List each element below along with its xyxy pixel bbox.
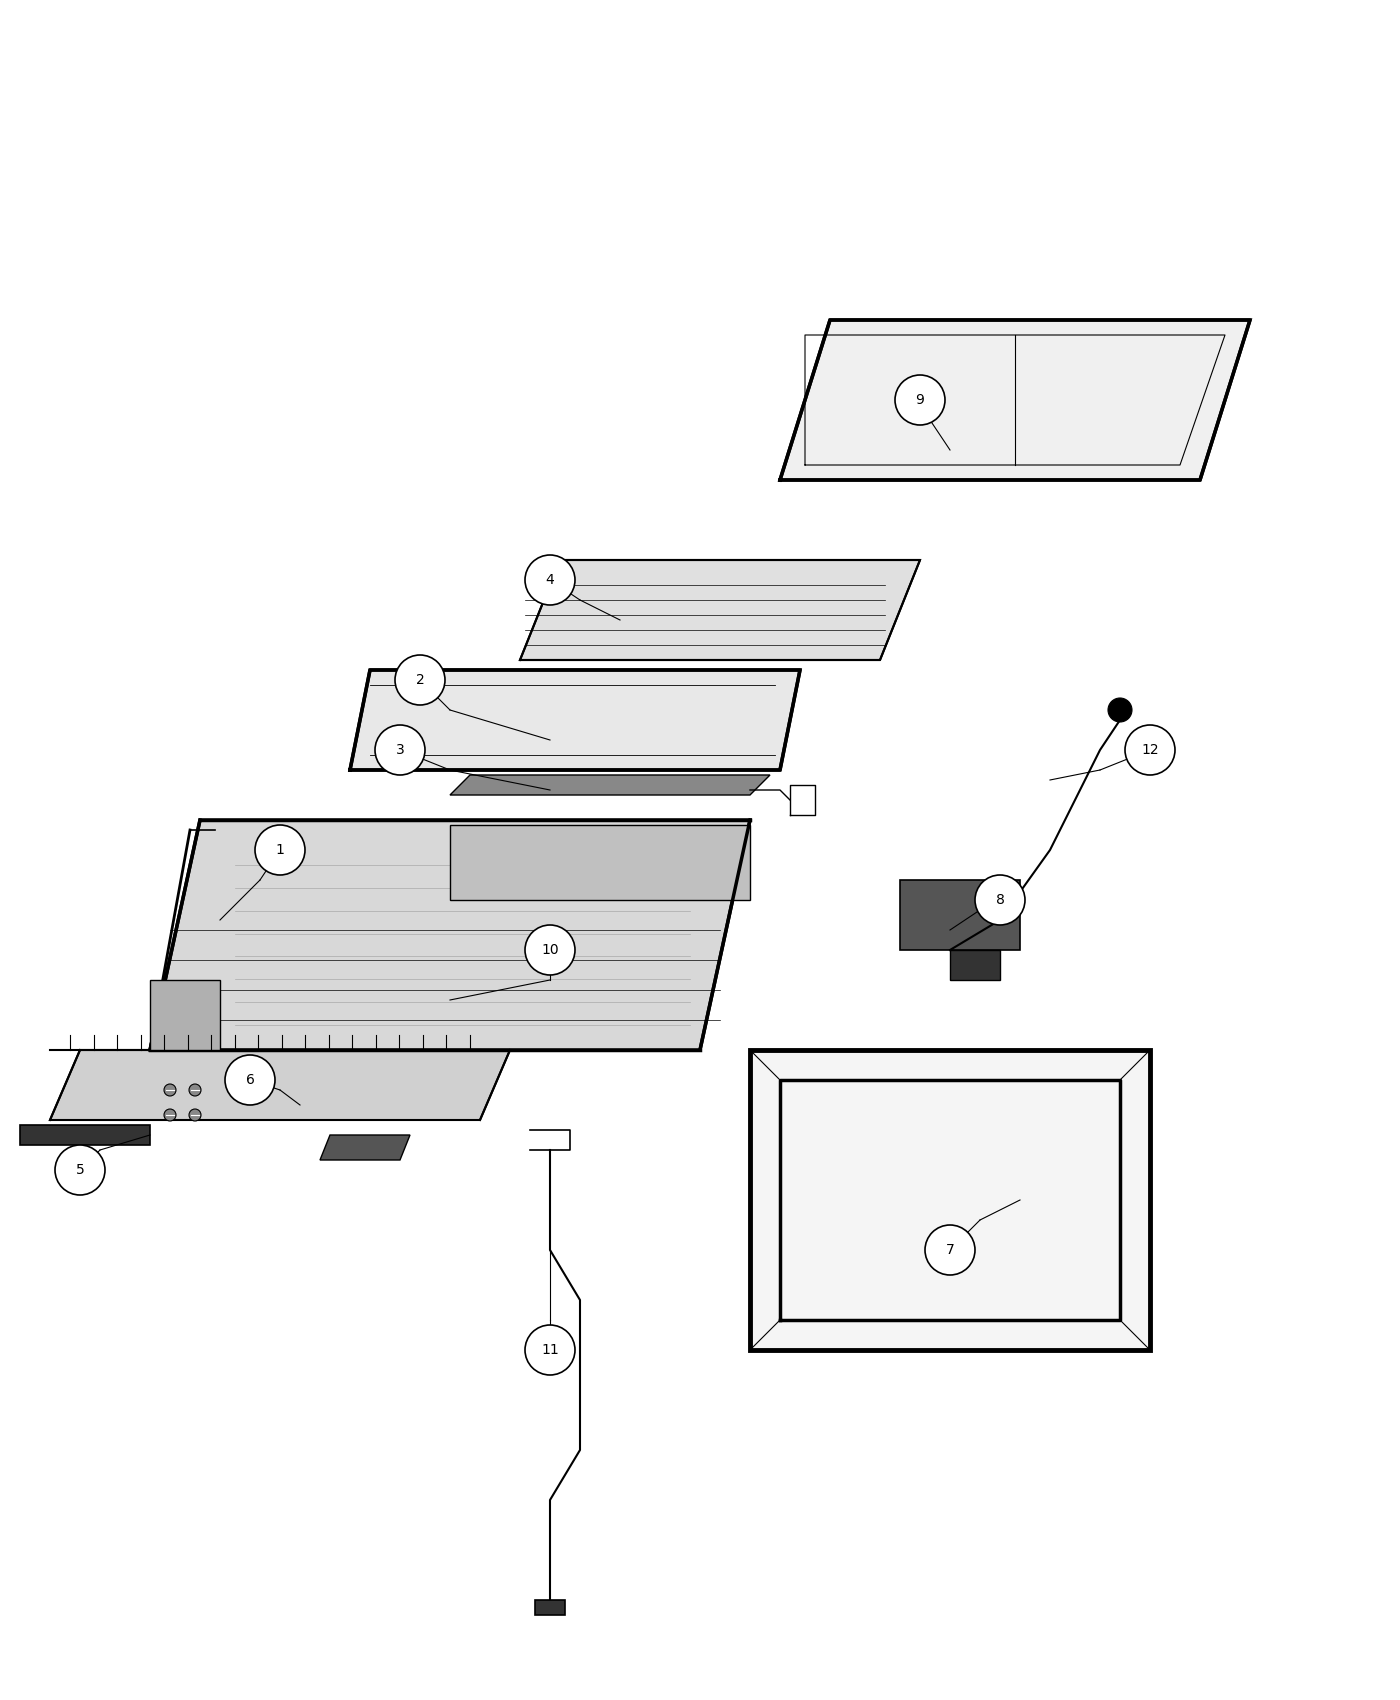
Text: 3: 3 bbox=[396, 743, 405, 756]
Circle shape bbox=[189, 1108, 202, 1120]
Polygon shape bbox=[50, 1051, 510, 1120]
Polygon shape bbox=[535, 1600, 566, 1615]
Circle shape bbox=[375, 724, 426, 775]
Text: 12: 12 bbox=[1141, 743, 1159, 756]
Text: 1: 1 bbox=[276, 843, 284, 857]
Polygon shape bbox=[150, 819, 750, 1051]
Bar bbox=[951, 950, 1000, 979]
Circle shape bbox=[925, 1226, 974, 1275]
Polygon shape bbox=[519, 559, 920, 660]
Polygon shape bbox=[449, 824, 750, 899]
Polygon shape bbox=[20, 1125, 150, 1146]
Polygon shape bbox=[900, 881, 1021, 950]
Text: 4: 4 bbox=[546, 573, 554, 586]
Circle shape bbox=[974, 876, 1025, 925]
Text: 2: 2 bbox=[416, 673, 424, 687]
Circle shape bbox=[525, 554, 575, 605]
Text: 10: 10 bbox=[542, 944, 559, 957]
Polygon shape bbox=[449, 775, 770, 796]
Polygon shape bbox=[321, 1136, 410, 1159]
Text: 7: 7 bbox=[945, 1243, 955, 1256]
Text: 5: 5 bbox=[76, 1163, 84, 1176]
Text: 8: 8 bbox=[995, 892, 1004, 908]
Circle shape bbox=[164, 1085, 176, 1096]
Text: 9: 9 bbox=[916, 393, 924, 406]
Circle shape bbox=[895, 376, 945, 425]
Polygon shape bbox=[350, 670, 799, 770]
Circle shape bbox=[1126, 724, 1175, 775]
Circle shape bbox=[189, 1085, 202, 1096]
Circle shape bbox=[395, 654, 445, 706]
Circle shape bbox=[525, 1324, 575, 1375]
Circle shape bbox=[164, 1108, 176, 1120]
Text: 6: 6 bbox=[245, 1073, 255, 1086]
Polygon shape bbox=[150, 979, 220, 1051]
Circle shape bbox=[525, 925, 575, 976]
Polygon shape bbox=[750, 1051, 1149, 1350]
Circle shape bbox=[55, 1146, 105, 1195]
Circle shape bbox=[1107, 699, 1133, 722]
Polygon shape bbox=[780, 320, 1250, 479]
Circle shape bbox=[255, 824, 305, 876]
Circle shape bbox=[225, 1056, 274, 1105]
Text: 11: 11 bbox=[542, 1343, 559, 1357]
